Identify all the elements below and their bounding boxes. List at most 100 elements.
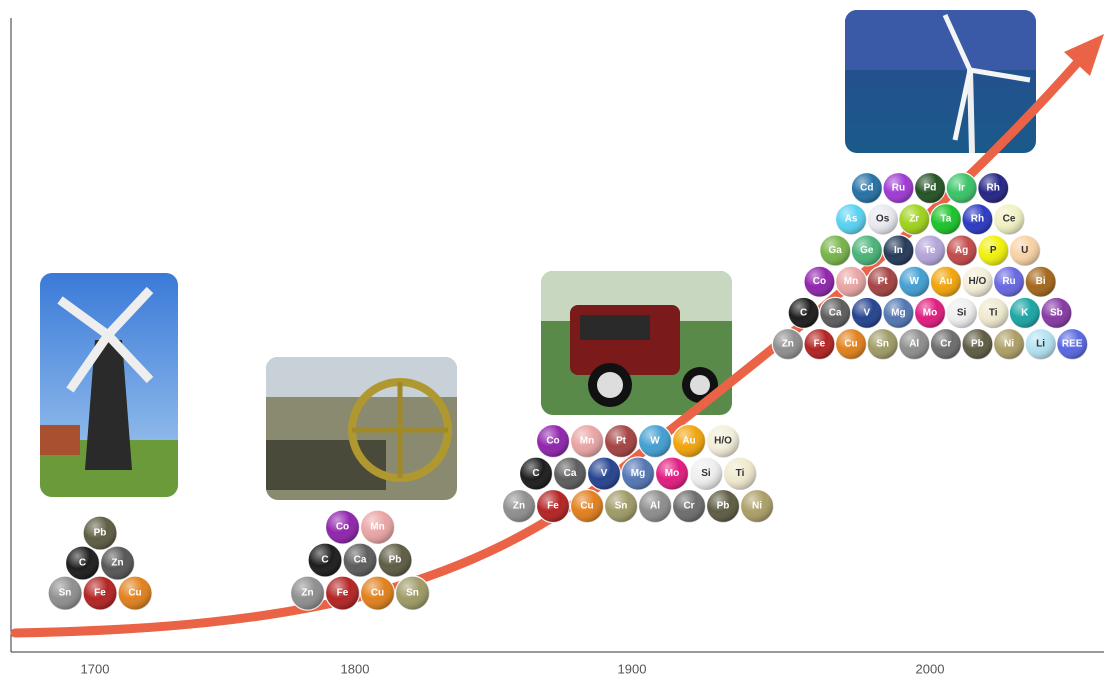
element-gloss [378, 543, 412, 577]
element-gloss [819, 297, 851, 329]
element-gloss [553, 457, 587, 490]
element-gloss [1040, 297, 1072, 329]
element-symbol: Cr [683, 501, 694, 512]
element-gloss [360, 510, 395, 544]
element-symbol: Cu [844, 339, 857, 350]
year-label: 1700 [81, 661, 110, 676]
element-symbol: Pb [971, 339, 984, 350]
element-symbol: Cr [940, 339, 951, 350]
element-gloss [851, 172, 883, 204]
element-symbol: Mg [631, 468, 645, 479]
element-gloss [898, 203, 930, 235]
element-gloss [946, 234, 978, 266]
element-symbol: Zr [909, 214, 919, 225]
element-symbol: Mn [370, 522, 384, 533]
element-symbol: Ga [829, 245, 843, 256]
element-symbol: C [79, 558, 86, 569]
element-gloss [961, 328, 993, 360]
element-symbol: Zn [301, 588, 313, 599]
element-symbol: Zn [782, 339, 794, 350]
element-symbol: Cd [860, 183, 873, 194]
element-symbol: Cu [580, 501, 593, 512]
element-symbol: Zn [513, 501, 525, 512]
element-gloss [570, 489, 604, 523]
car-photo [541, 271, 732, 415]
element-gloss [946, 297, 978, 329]
element-gloss [930, 203, 962, 235]
element-gloss [604, 424, 638, 458]
element-symbol: Pt [616, 436, 627, 447]
element-symbol: Ca [829, 307, 842, 318]
element-symbol: C [532, 468, 539, 479]
element-gloss [961, 203, 993, 235]
element-symbol: H/O [969, 276, 987, 287]
element-gloss [1025, 328, 1057, 360]
element-gloss [835, 328, 867, 360]
element-symbol: Ru [1002, 276, 1015, 287]
element-group: Pb C Zn Sn Fe Cu [47, 515, 153, 611]
element-gloss [977, 297, 1009, 329]
element-gloss [1009, 234, 1041, 266]
element-symbol: U [1021, 245, 1028, 256]
year-label: 1800 [341, 661, 370, 676]
element-gloss [672, 489, 706, 523]
element-symbol: Au [939, 276, 952, 287]
element-symbol: Au [682, 436, 695, 447]
element-symbol: Ag [955, 245, 968, 256]
element-symbol: C [321, 555, 328, 566]
element-gloss [672, 424, 706, 458]
element-symbol: Mo [923, 307, 937, 318]
element-gloss [946, 172, 978, 204]
axes [10, 18, 1104, 653]
element-gloss [65, 546, 100, 580]
element-group: Co Mn Pt W Au H/O C Ca V Mg Mo Si Ti Zn Fe Cu Sn Al Cr Pb Ni [501, 423, 775, 524]
element-gloss [993, 328, 1025, 360]
element-symbol: Pt [878, 276, 889, 287]
element-gloss [536, 424, 570, 458]
element-gloss [740, 489, 774, 523]
element-symbol: Co [813, 276, 826, 287]
element-symbol: Ti [989, 307, 998, 318]
element-gloss [83, 576, 117, 610]
element-gloss [835, 203, 867, 235]
element-gloss [898, 328, 930, 360]
element-gloss [867, 266, 899, 298]
element-symbol: Si [701, 468, 711, 479]
element-symbol: Al [650, 501, 660, 512]
element-symbol: Os [876, 214, 890, 225]
element-symbol: Ir [958, 183, 965, 194]
element-symbol: REE [1062, 339, 1083, 350]
element-gloss [638, 489, 672, 523]
element-gloss [290, 576, 325, 610]
element-symbol: Pb [389, 555, 402, 566]
element-symbol: Li [1036, 339, 1045, 350]
element-symbol: Ta [940, 214, 951, 225]
factory-photo [266, 357, 457, 500]
element-gloss [604, 489, 638, 523]
element-gloss [930, 266, 962, 298]
year-labels: 1700 1800 1900 2000 [81, 661, 945, 676]
element-symbol: Sn [876, 339, 889, 350]
element-symbol: C [800, 307, 807, 318]
element-gloss [898, 266, 930, 298]
element-gloss [360, 576, 395, 610]
element-symbol: Pb [717, 501, 730, 512]
element-symbol: As [845, 214, 858, 225]
element-gloss [48, 576, 82, 610]
element-gloss [803, 328, 835, 360]
element-symbol: K [1021, 307, 1029, 318]
element-gloss [835, 266, 867, 298]
element-gloss [308, 543, 342, 577]
element-gloss [325, 510, 360, 544]
element-symbol: Ni [752, 501, 762, 512]
element-gloss [977, 172, 1009, 204]
element-symbol: P [990, 245, 997, 256]
element-group: Cd Ru Pd Ir Rh As Os Zr Ta Rh Ce Ga Ge In Te Ag P U Co Mn Pt… [771, 171, 1089, 361]
element-symbol: V [601, 468, 608, 479]
element-symbol: Rh [987, 183, 1000, 194]
element-gloss [993, 203, 1025, 235]
element-symbol: Mo [665, 468, 679, 479]
element-symbol: Mn [844, 276, 858, 287]
element-symbol: Pb [94, 528, 107, 539]
